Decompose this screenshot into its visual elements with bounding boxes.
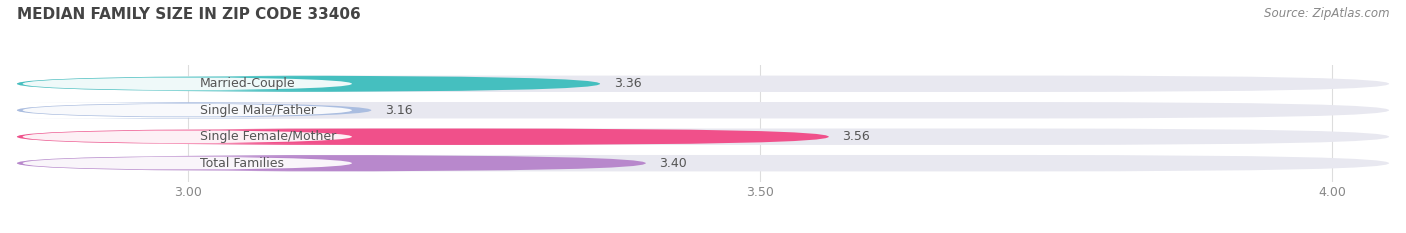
FancyBboxPatch shape bbox=[17, 129, 828, 145]
FancyBboxPatch shape bbox=[17, 102, 1389, 118]
Text: Total Families: Total Families bbox=[200, 157, 284, 170]
FancyBboxPatch shape bbox=[22, 103, 351, 117]
Text: Single Female/Mother: Single Female/Mother bbox=[200, 130, 336, 143]
FancyBboxPatch shape bbox=[17, 155, 1389, 171]
Text: 3.16: 3.16 bbox=[385, 104, 413, 117]
Text: Single Male/Father: Single Male/Father bbox=[200, 104, 316, 117]
FancyBboxPatch shape bbox=[22, 77, 351, 91]
Text: Source: ZipAtlas.com: Source: ZipAtlas.com bbox=[1264, 7, 1389, 20]
Text: 3.40: 3.40 bbox=[659, 157, 688, 170]
Text: Married-Couple: Married-Couple bbox=[200, 77, 295, 90]
FancyBboxPatch shape bbox=[22, 130, 351, 144]
FancyBboxPatch shape bbox=[17, 155, 645, 171]
Text: MEDIAN FAMILY SIZE IN ZIP CODE 33406: MEDIAN FAMILY SIZE IN ZIP CODE 33406 bbox=[17, 7, 360, 22]
Text: 3.36: 3.36 bbox=[614, 77, 641, 90]
FancyBboxPatch shape bbox=[17, 102, 371, 118]
Text: 3.56: 3.56 bbox=[842, 130, 870, 143]
FancyBboxPatch shape bbox=[22, 156, 351, 170]
FancyBboxPatch shape bbox=[17, 129, 1389, 145]
FancyBboxPatch shape bbox=[17, 75, 1389, 92]
FancyBboxPatch shape bbox=[17, 75, 600, 92]
